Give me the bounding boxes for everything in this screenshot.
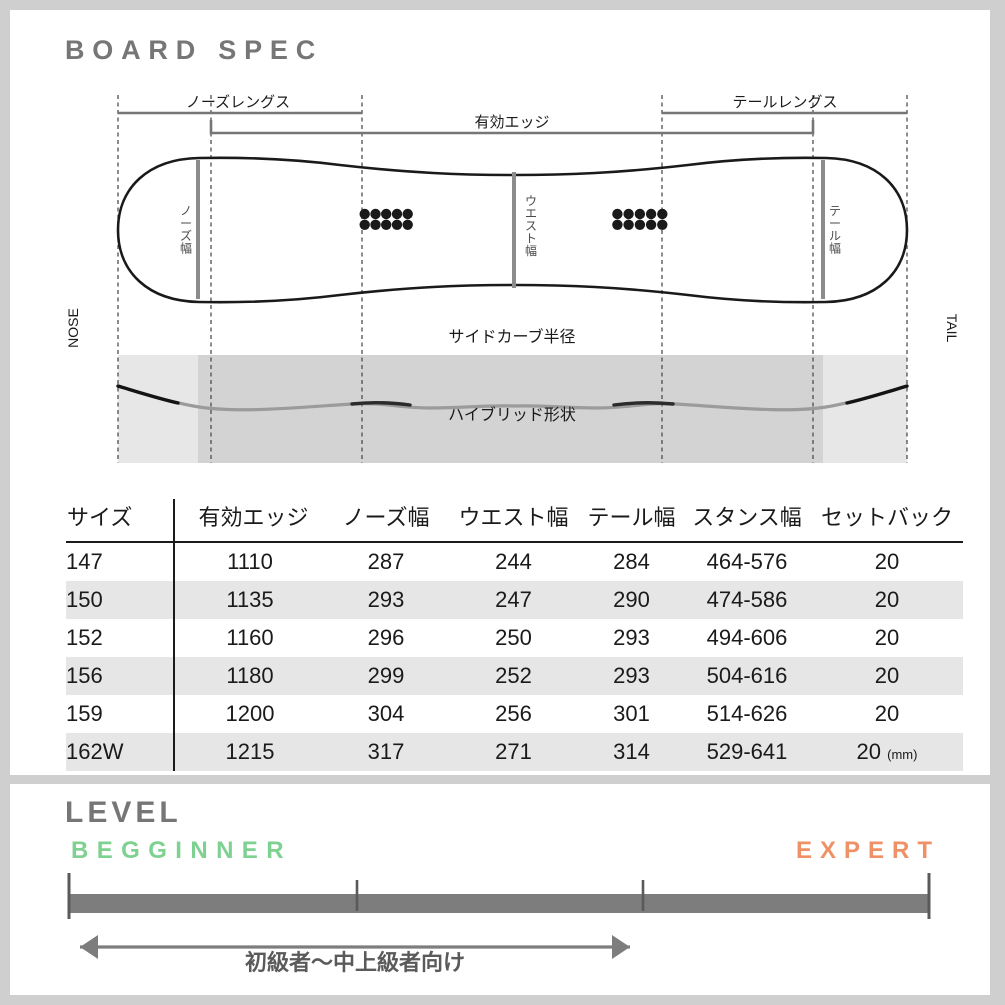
- svg-text:初級者～中上級者向け: 初級者～中上級者向け: [245, 950, 465, 975]
- svg-text:NOSE: NOSE: [65, 308, 81, 348]
- svg-text:テールレングス: テールレングス: [732, 94, 837, 111]
- svg-text:サイドカーブ半径: サイドカーブ半径: [448, 327, 575, 346]
- svg-text:有効エッジ: 有効エッジ: [474, 114, 549, 131]
- svg-text:ノーズレングス: ノーズレングス: [186, 94, 290, 111]
- svg-text:テール幅: テール幅: [829, 204, 841, 256]
- svg-text:ハイブリッド形状: ハイブリッド形状: [448, 405, 576, 424]
- svg-text:ノーズ幅: ノーズ幅: [180, 204, 192, 256]
- svg-text:TAIL: TAIL: [944, 314, 960, 343]
- svg-text:ウエスト幅: ウエスト幅: [525, 194, 537, 258]
